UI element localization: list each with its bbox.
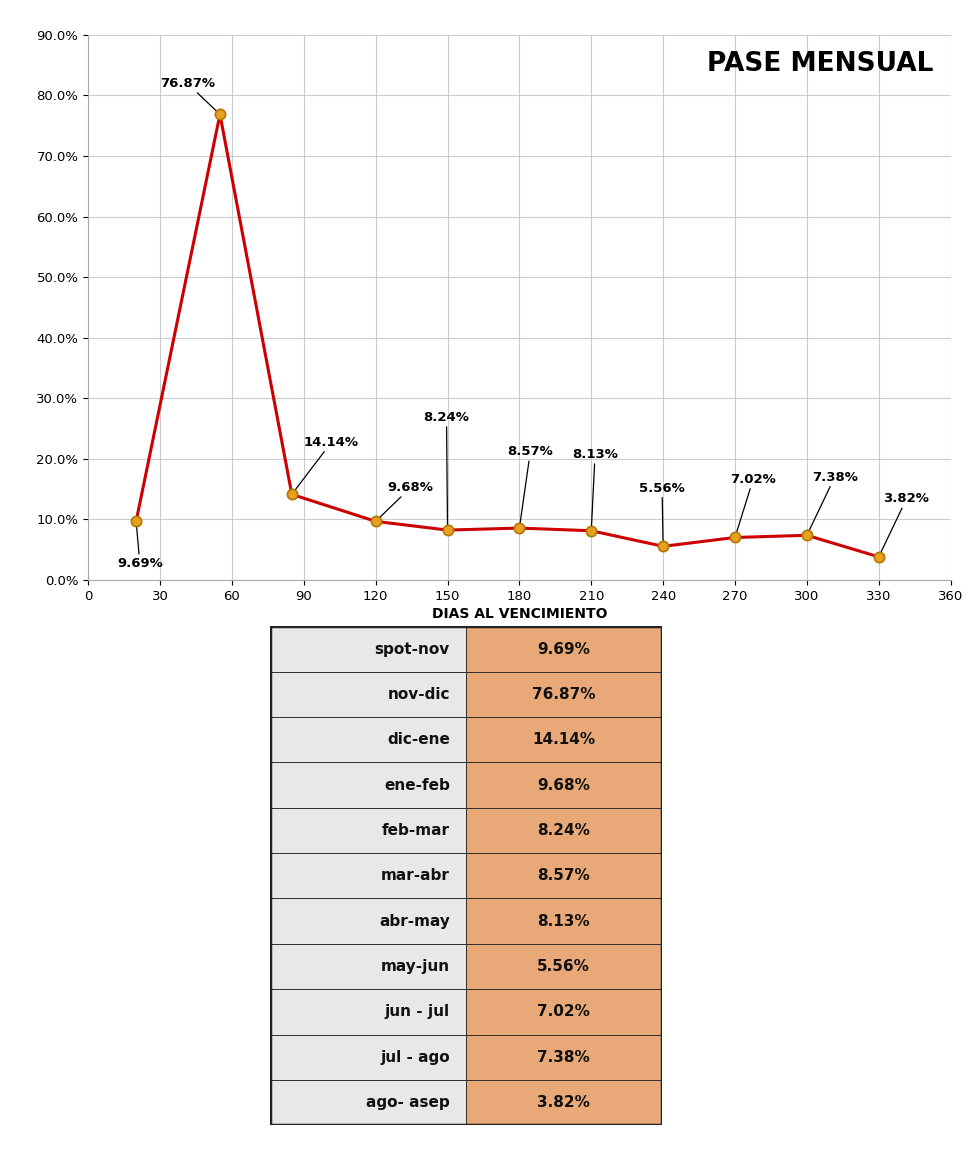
X-axis label: DIAS AL VENCIMIENTO: DIAS AL VENCIMIENTO — [431, 607, 608, 621]
Text: 7.38%: 7.38% — [808, 471, 858, 531]
Text: 9.68%: 9.68% — [537, 777, 590, 792]
Bar — [466, 762, 662, 807]
Point — [583, 522, 599, 541]
Text: 5.56%: 5.56% — [537, 959, 590, 974]
Point — [799, 525, 814, 544]
Bar — [466, 1035, 662, 1080]
Text: 9.69%: 9.69% — [537, 641, 590, 657]
Point — [871, 548, 887, 566]
Bar — [466, 717, 662, 762]
Text: 14.14%: 14.14% — [294, 436, 359, 491]
Bar — [270, 807, 465, 853]
Bar — [466, 1080, 662, 1125]
Point — [440, 521, 456, 539]
Point — [368, 512, 383, 530]
Text: ene-feb: ene-feb — [384, 777, 450, 792]
Point — [656, 537, 671, 556]
Point — [212, 106, 227, 124]
Text: ago- asep: ago- asep — [367, 1095, 450, 1110]
Bar — [466, 853, 662, 899]
Bar — [466, 672, 662, 717]
Text: dic-ene: dic-ene — [387, 732, 450, 747]
Point — [128, 512, 144, 530]
Bar — [270, 717, 465, 762]
Text: feb-mar: feb-mar — [382, 822, 450, 838]
Point — [727, 528, 743, 546]
Bar — [270, 626, 465, 672]
Bar — [466, 626, 662, 672]
Text: 8.24%: 8.24% — [537, 822, 590, 838]
Bar — [466, 899, 662, 944]
Text: 76.87%: 76.87% — [160, 77, 217, 111]
Text: 7.38%: 7.38% — [537, 1050, 590, 1065]
Point — [284, 485, 300, 503]
Text: jun - jul: jun - jul — [385, 1005, 450, 1020]
Text: 14.14%: 14.14% — [532, 732, 595, 747]
Point — [512, 519, 527, 537]
Bar — [466, 944, 662, 989]
Bar — [270, 899, 465, 944]
Bar — [466, 807, 662, 853]
Bar — [270, 944, 465, 989]
Text: 3.82%: 3.82% — [537, 1095, 590, 1110]
Text: 3.82%: 3.82% — [880, 492, 929, 553]
Text: may-jun: may-jun — [380, 959, 450, 974]
Text: 8.24%: 8.24% — [423, 411, 469, 525]
Bar — [270, 1080, 465, 1125]
Text: 8.57%: 8.57% — [537, 869, 590, 883]
Bar — [270, 672, 465, 717]
Text: 8.13%: 8.13% — [537, 914, 590, 929]
Text: 8.13%: 8.13% — [572, 448, 618, 527]
Bar — [466, 989, 662, 1035]
Text: jul - ago: jul - ago — [380, 1050, 450, 1065]
Text: abr-may: abr-may — [379, 914, 450, 929]
Text: 7.02%: 7.02% — [537, 1005, 590, 1020]
Bar — [270, 853, 465, 899]
Text: 5.56%: 5.56% — [639, 481, 685, 542]
Text: 9.69%: 9.69% — [117, 525, 163, 570]
Text: mar-abr: mar-abr — [381, 869, 450, 883]
Text: 7.02%: 7.02% — [730, 473, 776, 534]
Bar — [270, 1035, 465, 1080]
Text: spot-nov: spot-nov — [374, 641, 450, 657]
Text: 76.87%: 76.87% — [532, 687, 595, 702]
Bar — [270, 989, 465, 1035]
Text: nov-dic: nov-dic — [387, 687, 450, 702]
Text: 9.68%: 9.68% — [378, 481, 433, 519]
Bar — [270, 762, 465, 807]
Text: PASE MENSUAL: PASE MENSUAL — [707, 51, 933, 78]
Text: 8.57%: 8.57% — [508, 445, 553, 524]
